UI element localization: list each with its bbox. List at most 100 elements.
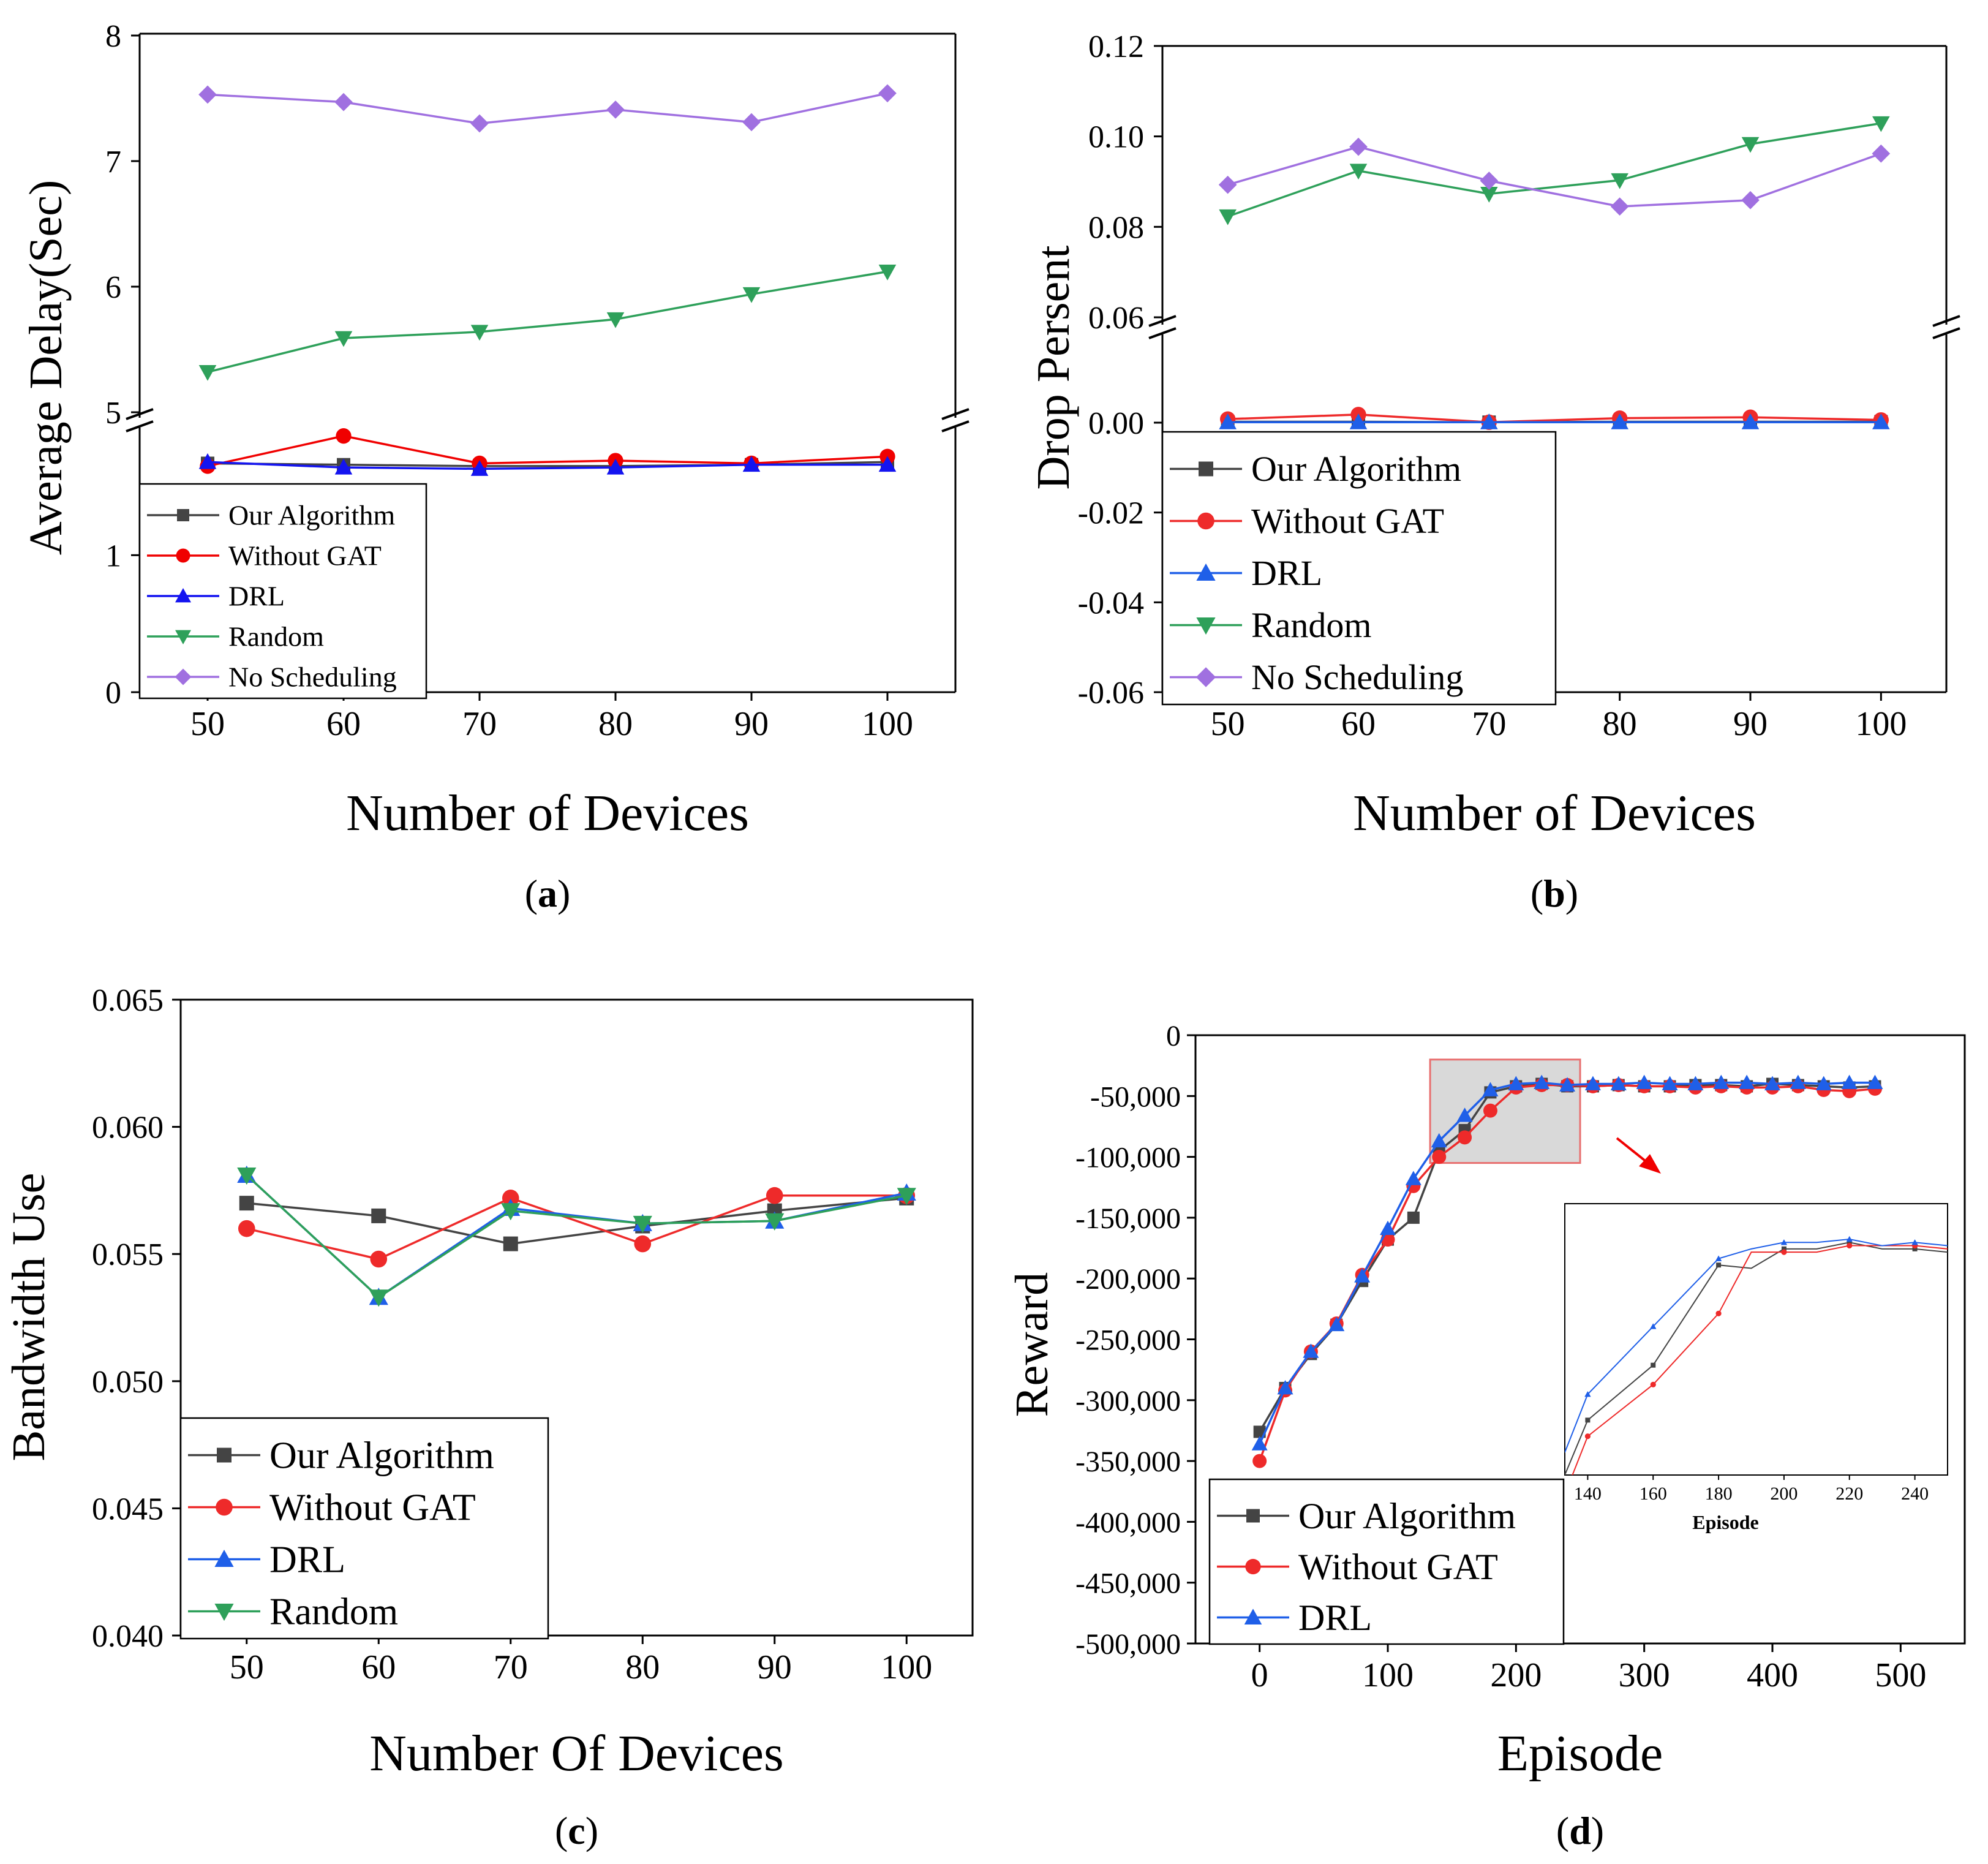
data-point-without-gat (502, 1190, 519, 1207)
series-line-no-scheduling (1227, 145, 1881, 208)
y-tick-label: 0.08 (1088, 210, 1144, 245)
y-tick-label: -450,000 (1075, 1568, 1181, 1600)
x-tick-label: 0 (1251, 1656, 1268, 1694)
plot-frame (179, 998, 974, 1637)
panel-d: 0 -50,000 -100,000 -150,000 -200,000 -250,000… (1006, 1020, 1966, 1852)
inset-point-without-gat (1584, 1433, 1591, 1440)
data-point-drl (1349, 413, 1368, 429)
y-tick-label: 0.065 (92, 983, 164, 1018)
x-tick-label: 100 (1362, 1656, 1414, 1694)
x-tick-label: 80 (1603, 705, 1637, 743)
legend-marker-no-scheduling (175, 668, 192, 685)
zoom-arrow-head (1639, 1154, 1661, 1174)
data-point-drl (1790, 1074, 1806, 1089)
y-axis-label: Drop Persent (1028, 246, 1079, 490)
x-tick-label: 100 (862, 705, 913, 743)
data-point-no-scheduling (1349, 137, 1368, 156)
legend-label-drl: DRL (228, 581, 285, 612)
data-point-drl (1534, 1074, 1550, 1089)
legend-marker-random (1196, 617, 1216, 635)
data-point-drl (1764, 1076, 1780, 1090)
zoom-arrow (1616, 1137, 1649, 1164)
data-point-drl (1431, 1133, 1447, 1148)
y-tick-label: 0.050 (92, 1365, 164, 1400)
inset-point-drl (1715, 1255, 1722, 1261)
series-line-random (1227, 122, 1881, 218)
x-tick-label: 70 (462, 705, 497, 743)
data-point-drl (1739, 1074, 1755, 1089)
x-tick-label: 300 (1619, 1656, 1670, 1694)
y-tick-label: 5 (105, 396, 121, 431)
data-point-random (742, 287, 761, 303)
data-point-drl (1303, 1343, 1319, 1358)
inset-plot (1565, 1236, 1948, 1475)
x-tick-label: 60 (326, 705, 361, 743)
data-point-drl (1277, 1379, 1293, 1395)
panel-caption: (b) (1531, 872, 1578, 915)
data-point-random (765, 1213, 785, 1231)
legend-label-without-gat: Without GAT (269, 1487, 476, 1529)
inset-x-tick-label: 220 (1836, 1484, 1863, 1504)
data-point-random (334, 331, 353, 347)
data-point-without-gat (238, 1220, 255, 1237)
inset-x-tick-label: 240 (1901, 1484, 1929, 1504)
legend-label-random: Random (228, 621, 324, 652)
data-point-drl (1872, 413, 1890, 429)
y-tick-label: -0.06 (1078, 676, 1144, 711)
y-tick-label: 8 (105, 19, 121, 54)
data-point-no-scheduling (1610, 197, 1629, 216)
data-point-random (1872, 116, 1890, 132)
x-tick-label: 70 (1472, 705, 1506, 743)
data-point-drl (1219, 413, 1237, 429)
legend-marker-drl (1244, 1609, 1262, 1624)
data-point-drl (878, 456, 897, 472)
legend-label-random: Random (269, 1591, 398, 1633)
data-point-drl (1662, 1076, 1678, 1090)
series-line-without-gat (1227, 413, 1881, 424)
y-tick-label: 0.045 (92, 1492, 164, 1526)
data-point-drl (742, 456, 761, 472)
data-point-drl (1636, 1074, 1652, 1089)
legend-label-without-gat: Without GAT (1251, 501, 1444, 541)
series-line-drl (207, 461, 887, 470)
data-point-no-scheduling (1480, 172, 1499, 190)
data-point-random (633, 1215, 652, 1233)
series-line-without-gat (246, 1194, 907, 1261)
y-tick-label: 0.040 (92, 1619, 164, 1654)
data-point-without-gat (1483, 1103, 1497, 1118)
data-point-no-scheduling (1741, 191, 1760, 209)
legend-marker-our-algorithm (217, 1447, 232, 1463)
inset-point-drl (1846, 1236, 1853, 1242)
data-point-no-scheduling (742, 113, 761, 132)
data-point-no-scheduling (198, 85, 217, 104)
data-point-random (237, 1168, 257, 1185)
data-point-random (897, 1188, 916, 1206)
series-line-random (207, 270, 888, 374)
data-point-drl (1482, 1082, 1499, 1096)
axis-break-mark (941, 420, 970, 432)
inset-point-without-gat (1715, 1310, 1722, 1316)
x-axis-label: Episode (1497, 1725, 1663, 1782)
x-tick-label: 100 (1855, 705, 1907, 743)
inset-point-drl (1650, 1323, 1657, 1329)
data-point-random (878, 264, 897, 281)
legend-marker-our-algorithm (1246, 1509, 1260, 1523)
inset-point-our-algorithm (1651, 1362, 1656, 1368)
y-tick-label: -50,000 (1090, 1081, 1181, 1113)
data-point-without-gat (634, 1235, 652, 1253)
data-point-random (1480, 186, 1498, 203)
inset-point-our-algorithm (1847, 1240, 1852, 1245)
caption-letter: d (1569, 1809, 1591, 1852)
y-axis-label: Bandwidth Use (3, 1173, 55, 1462)
x-tick-label: 80 (625, 1648, 660, 1686)
panel-caption: (a) (525, 872, 571, 915)
axis-break-mark (1932, 315, 1960, 327)
legend-label-our-algorithm: Our Algorithm (1251, 449, 1461, 489)
legend-marker-without-gat (176, 548, 190, 563)
data-point-without-gat (336, 428, 352, 444)
data-point-without-gat (1432, 1150, 1447, 1164)
legend-marker-random (175, 630, 191, 644)
y-tick-label: -500,000 (1075, 1628, 1181, 1661)
x-tick-label: 100 (881, 1648, 932, 1686)
